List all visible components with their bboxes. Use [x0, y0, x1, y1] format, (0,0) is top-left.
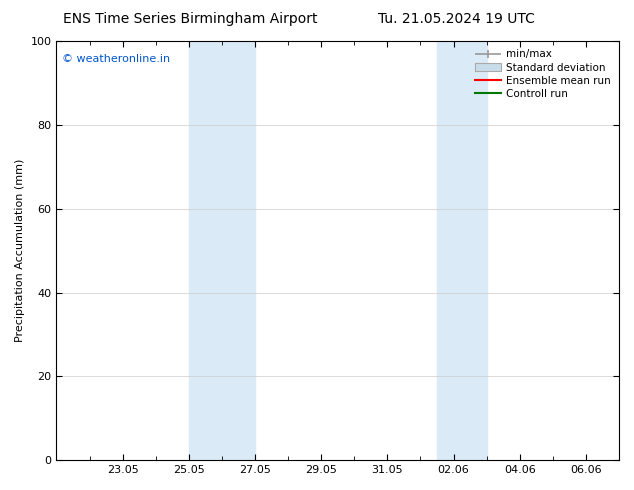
Text: Tu. 21.05.2024 19 UTC: Tu. 21.05.2024 19 UTC [378, 12, 535, 26]
Legend: min/max, Standard deviation, Ensemble mean run, Controll run: min/max, Standard deviation, Ensemble me… [472, 46, 614, 102]
Bar [189, 41, 255, 460]
Y-axis label: Precipitation Accumulation (mm): Precipitation Accumulation (mm) [15, 159, 25, 343]
Text: ENS Time Series Birmingham Airport: ENS Time Series Birmingham Airport [63, 12, 318, 26]
Text: © weatheronline.in: © weatheronline.in [62, 53, 170, 64]
Bar [437, 41, 487, 460]
